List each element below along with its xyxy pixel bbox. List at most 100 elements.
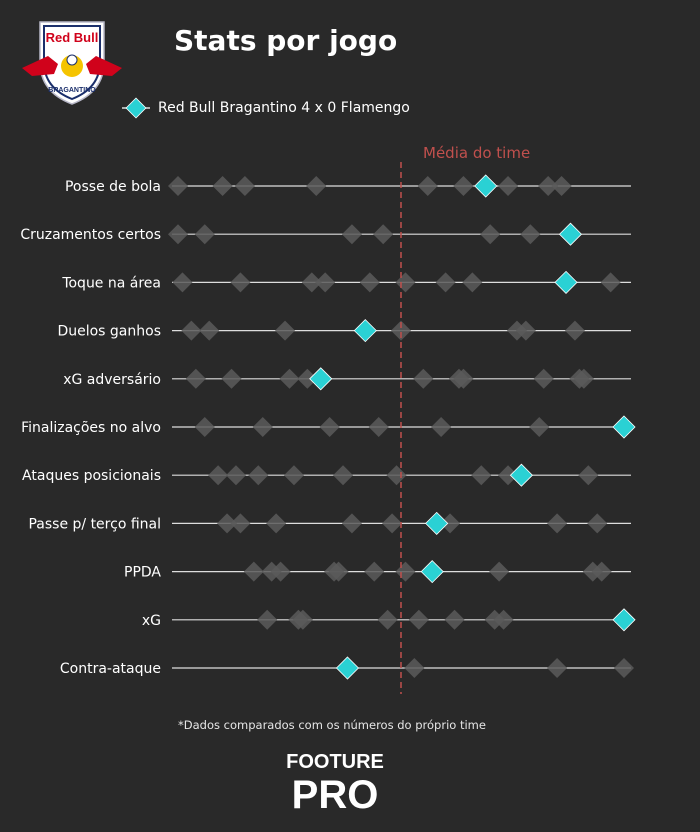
- row-label: Contra-ataque: [60, 661, 161, 677]
- other-game-marker: [573, 368, 594, 389]
- other-game-marker: [172, 272, 193, 293]
- other-game-marker: [462, 272, 483, 293]
- other-game-marker: [498, 465, 519, 486]
- other-game-marker: [587, 513, 608, 534]
- other-game-marker: [248, 465, 269, 486]
- highlight-game-marker: [309, 367, 333, 391]
- row-label: Finalizações no alvo: [21, 420, 161, 436]
- highlight-game-marker: [425, 511, 449, 535]
- row-label: Passe p/ terço final: [28, 516, 161, 532]
- other-game-marker: [538, 176, 559, 196]
- other-game-marker: [225, 465, 246, 486]
- legend: Red Bull Bragantino 4 x 0 Flamengo: [122, 94, 410, 122]
- row-label: Cruzamentos certos: [20, 227, 161, 243]
- other-game-marker: [377, 609, 398, 630]
- other-game-marker: [453, 368, 474, 389]
- other-game-marker: [408, 609, 429, 630]
- brand-top-text: FOOTURE: [286, 751, 384, 773]
- other-game-marker: [275, 320, 296, 341]
- other-game-marker: [217, 513, 238, 534]
- other-game-marker: [529, 417, 550, 437]
- legend-label: Red Bull Bragantino 4 x 0 Flamengo: [158, 100, 410, 116]
- crest-text-top: Red Bull: [46, 30, 99, 45]
- row-label: Posse de bola: [65, 179, 161, 195]
- other-game-marker: [489, 561, 510, 582]
- page-title: Stats por jogo: [174, 24, 398, 57]
- highlight-game-marker: [554, 270, 578, 294]
- other-game-marker: [498, 176, 519, 196]
- other-game-marker: [230, 513, 251, 534]
- other-game-marker: [257, 609, 278, 630]
- row-label: Duelos ganhos: [57, 324, 161, 340]
- footnote: *Dados comparados com os números do próp…: [178, 718, 486, 732]
- other-game-marker: [194, 417, 215, 437]
- row-label: xG adversário: [63, 372, 161, 388]
- other-game-marker: [243, 561, 264, 582]
- other-game-marker: [306, 176, 327, 196]
- crest-text-bottom: BRAGANTINO: [48, 87, 96, 94]
- other-game-marker: [547, 658, 568, 678]
- highlight-game-marker: [353, 319, 377, 343]
- other-game-marker: [364, 561, 385, 582]
- other-game-marker: [181, 320, 202, 341]
- team-mean-label: Média do time: [423, 144, 530, 162]
- other-game-marker: [413, 368, 434, 389]
- other-game-marker: [168, 176, 188, 196]
- other-game-marker: [493, 609, 514, 630]
- other-game-marker: [382, 513, 403, 534]
- other-game-marker: [471, 465, 492, 486]
- other-game-marker: [578, 465, 599, 486]
- other-game-marker: [391, 320, 411, 341]
- other-game-marker: [301, 272, 322, 293]
- other-game-marker: [208, 465, 229, 486]
- footure-pro-logo: FOOTURE PRO: [286, 751, 384, 812]
- other-game-marker: [168, 224, 188, 245]
- other-game-marker: [551, 176, 572, 196]
- row-label: Toque na área: [61, 275, 161, 291]
- other-game-marker: [315, 272, 336, 293]
- other-game-marker: [547, 513, 568, 534]
- row-label: xG: [142, 613, 161, 629]
- other-game-marker: [614, 658, 634, 678]
- other-game-marker: [515, 320, 536, 341]
- other-game-marker: [328, 561, 349, 582]
- other-game-marker: [279, 368, 300, 389]
- other-game-marker: [234, 176, 255, 196]
- highlight-game-marker: [612, 608, 636, 632]
- other-game-marker: [185, 368, 206, 389]
- other-game-marker: [266, 513, 287, 534]
- other-game-marker: [395, 561, 416, 582]
- brand-bottom-text: PRO: [292, 773, 379, 812]
- other-game-marker: [230, 272, 251, 293]
- other-game-marker: [194, 224, 215, 245]
- other-game-marker: [368, 417, 389, 437]
- other-game-marker: [373, 224, 394, 245]
- row-label: Ataques posicionais: [22, 468, 161, 484]
- other-game-marker: [341, 224, 362, 245]
- other-game-marker: [533, 368, 554, 389]
- other-game-marker: [395, 272, 416, 293]
- other-game-marker: [591, 561, 612, 582]
- other-game-marker: [292, 609, 313, 630]
- team-crest-logo: Red Bull BRAGANTINO: [22, 21, 122, 105]
- other-game-marker: [341, 513, 362, 534]
- highlight-game-marker: [558, 222, 583, 246]
- other-game-marker: [297, 368, 318, 389]
- other-game-marker: [440, 513, 461, 534]
- highlight-game-marker: [420, 560, 444, 584]
- highlight-game-marker: [474, 174, 498, 198]
- other-game-marker: [600, 272, 621, 293]
- other-game-marker: [270, 561, 291, 582]
- other-game-marker: [386, 465, 407, 486]
- other-game-marker: [333, 465, 354, 486]
- other-game-marker: [435, 272, 456, 293]
- other-game-marker: [453, 176, 474, 196]
- other-game-marker: [199, 320, 220, 341]
- other-game-marker: [359, 272, 380, 293]
- other-game-marker: [444, 609, 465, 630]
- highlight-game-marker: [612, 415, 636, 439]
- other-game-marker: [212, 176, 233, 196]
- legend-diamond-icon: [122, 97, 150, 119]
- other-game-marker: [404, 658, 425, 678]
- other-game-marker: [252, 417, 273, 437]
